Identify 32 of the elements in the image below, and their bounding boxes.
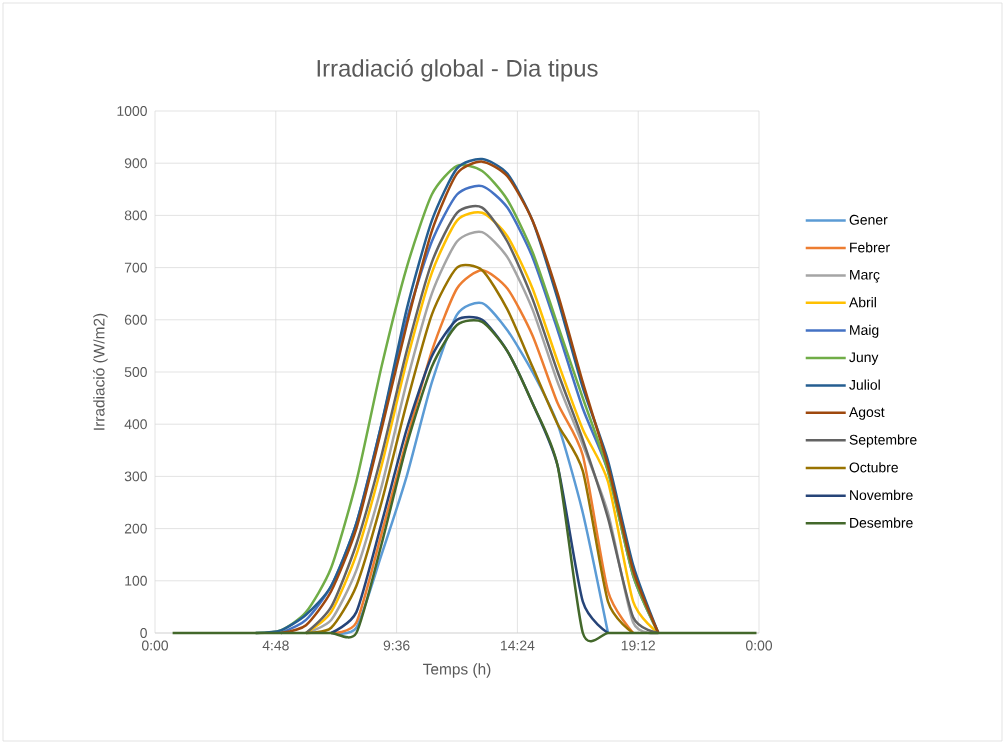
x-axis-title: Temps (h) bbox=[423, 663, 491, 678]
legend-label: Març bbox=[850, 269, 880, 283]
y-tick-label: 700 bbox=[124, 262, 147, 273]
legend-label: Desembre bbox=[850, 517, 913, 528]
y-tick-label: 1000 bbox=[117, 106, 147, 116]
y-tick-label: 200 bbox=[124, 523, 147, 534]
legend-label: Septembre bbox=[849, 434, 917, 448]
y-tick-label: 300 bbox=[124, 471, 147, 482]
x-tick-label: 19:12 bbox=[621, 640, 655, 651]
y-tick-label: 500 bbox=[124, 367, 147, 377]
legend-label: Febrer bbox=[850, 242, 890, 253]
legend-label: Gener bbox=[849, 214, 888, 225]
x-tick-label: 0:00 bbox=[141, 640, 169, 651]
legend-label: Juny bbox=[849, 352, 879, 365]
y-tick-label: 600 bbox=[124, 314, 147, 325]
y-tick-label: 900 bbox=[124, 158, 147, 169]
x-tick-label: 9:36 bbox=[383, 640, 410, 651]
x-tick-label: 4:48 bbox=[262, 640, 289, 651]
y-tick-label: 0 bbox=[140, 628, 147, 638]
legend-label: Juliol bbox=[849, 379, 880, 390]
legend-label: Agost bbox=[849, 407, 885, 420]
legend-label: Maig bbox=[850, 324, 879, 338]
y-tick-label: 400 bbox=[124, 419, 147, 430]
x-tick-label: 0:00 bbox=[745, 640, 773, 651]
legend-label: Octubre bbox=[849, 462, 898, 473]
x-tick-label: 14:24 bbox=[501, 640, 535, 651]
y-tick-label: 800 bbox=[124, 210, 147, 221]
y-axis-title: Irradiació (W/m2) bbox=[93, 313, 108, 430]
y-tick-label: 100 bbox=[125, 575, 147, 586]
chart-title: Irradiació global - Dia tipus bbox=[317, 58, 598, 82]
legend-label: Abril bbox=[849, 297, 876, 308]
legend-label: Novembre bbox=[850, 489, 913, 501]
